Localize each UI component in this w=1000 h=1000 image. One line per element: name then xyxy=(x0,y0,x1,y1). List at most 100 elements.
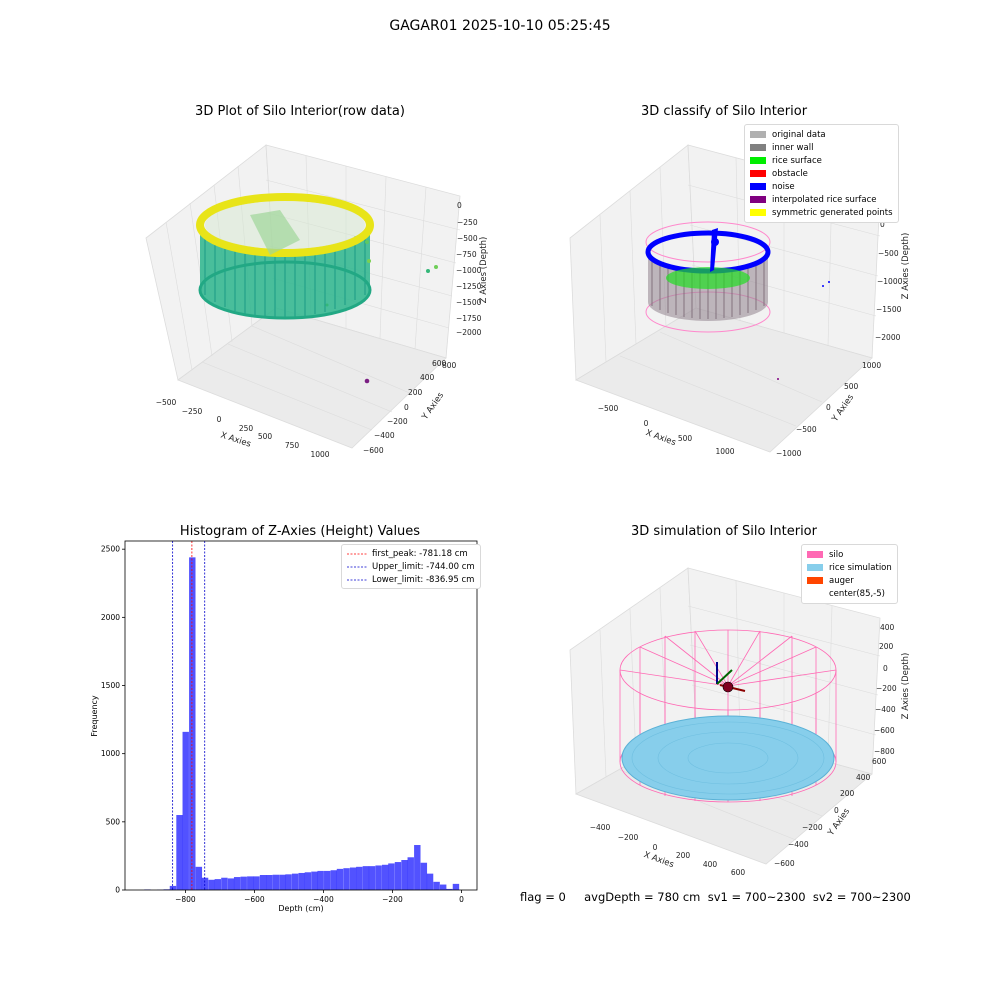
histogram-bar xyxy=(176,815,183,890)
legend-item: interpolated rice surface xyxy=(750,193,893,206)
histogram-bar xyxy=(394,862,402,890)
legend-swatch xyxy=(750,170,766,177)
histogram-bar xyxy=(291,873,299,890)
classify-z-ticks: 0 −500 −1000 −1500 −2000 xyxy=(875,220,903,342)
legend-item: center(85,-5) xyxy=(807,587,892,600)
sim-ztick: 400 xyxy=(880,623,895,632)
raw-xtick: 500 xyxy=(258,432,273,441)
histogram-bar xyxy=(368,866,376,890)
raw-xtick: 250 xyxy=(239,424,254,433)
histogram-x-ticks: −800 −600 −400 −200 0 xyxy=(175,890,464,904)
sim-xtick: 600 xyxy=(731,868,746,877)
histogram-bar xyxy=(182,731,189,890)
histogram-xtick-label: −800 xyxy=(175,895,196,904)
histogram-bar xyxy=(247,876,254,890)
histogram-xtick-label: −600 xyxy=(244,895,265,904)
histogram-bar xyxy=(240,876,247,890)
histogram-legend: first_peak: -781.18 cm Upper_limit: -744… xyxy=(341,544,481,589)
histogram-bar xyxy=(349,867,357,890)
raw-ztick: −1250 xyxy=(456,282,482,291)
histogram-bar xyxy=(208,879,215,890)
histogram-bar xyxy=(375,865,382,890)
sim-xtick: 400 xyxy=(703,860,718,869)
legend-swatch xyxy=(750,157,766,164)
legend-item: auger xyxy=(807,574,892,587)
classify-y-label: Y Axies xyxy=(830,392,857,424)
classify-x-ticks: −500 0 500 1000 xyxy=(598,404,735,456)
raw-ztick: 0 xyxy=(457,201,462,210)
raw-ztick: −1750 xyxy=(456,314,482,323)
sim-panel-title: 3D simulation of Silo Interior xyxy=(631,524,817,539)
raw-ztick: −1000 xyxy=(456,266,482,275)
raw-ztick: −250 xyxy=(457,218,478,227)
histogram-bar xyxy=(452,883,460,890)
raw-ytick: 0 xyxy=(404,403,409,412)
histogram-bar xyxy=(433,881,440,890)
classify-z-label: Z Axies (Depth) xyxy=(901,233,911,300)
raw-y-label: Y Axies xyxy=(420,390,447,422)
sim-ztick: 0 xyxy=(883,664,888,673)
histogram-bar xyxy=(330,870,337,890)
raw-floor-pane xyxy=(177,307,447,449)
classify-ytick: −1000 xyxy=(776,449,802,458)
histogram-ytick-label: 1500 xyxy=(101,681,120,690)
raw-ytick: −200 xyxy=(387,417,408,426)
histogram-xtick-label: −400 xyxy=(313,895,334,904)
raw-xtick: 0 xyxy=(217,415,222,424)
sim-xtick: −400 xyxy=(590,823,611,832)
histogram-bar xyxy=(407,857,414,890)
histogram-bar xyxy=(227,878,235,890)
raw-xtick: −250 xyxy=(182,407,203,416)
sim-z-label: Z Axies (Depth) xyxy=(901,653,911,720)
histogram-bar xyxy=(388,863,395,890)
sim-xtick: 200 xyxy=(676,851,691,860)
histogram-frame xyxy=(124,540,478,891)
histogram-xtick-label: −200 xyxy=(382,895,403,904)
sim-y-ticks: −600 −400 −200 0 200 400 600 xyxy=(774,757,887,868)
raw-ytick: −600 xyxy=(363,446,384,455)
raw-ztick: −500 xyxy=(457,234,478,243)
histogram-bar xyxy=(311,871,318,890)
legend-item: symmetric generated points xyxy=(750,206,893,219)
histogram-title: Histogram of Z-Axies (Height) Values xyxy=(179,524,421,539)
raw-ztick: −750 xyxy=(456,250,477,259)
legend-item: rice surface xyxy=(750,154,893,167)
raw-panel-title: 3D Plot of Silo Interior(row data) xyxy=(195,104,405,119)
histogram-bar xyxy=(446,888,453,890)
histogram-bar xyxy=(324,870,331,890)
classify-panel-title: 3D classify of Silo Interior xyxy=(640,104,808,119)
legend-swatch xyxy=(750,209,766,216)
legend-swatch xyxy=(807,590,823,597)
histogram-y-label: Frequency xyxy=(90,695,99,737)
classify-x-label: X Axies xyxy=(644,428,677,448)
raw-xtick: 1000 xyxy=(310,450,329,459)
histogram-bar xyxy=(401,860,408,890)
classify-noise-points xyxy=(777,281,830,380)
raw-y-ticks: −600 −400 −200 0 200 400 600 800 xyxy=(363,359,457,455)
histogram-bar xyxy=(439,884,447,890)
sim-ytick: −200 xyxy=(802,823,823,832)
classify-xtick: 0 xyxy=(644,419,649,428)
classify-ytick: 1000 xyxy=(862,361,881,370)
sim-x-ticks: −400 −200 0 200 400 600 xyxy=(590,823,746,877)
legend-item: obstacle xyxy=(750,167,893,180)
raw-z-ticks: 0 −250 −500 −750 −1000 −1250 −1500 −1750… xyxy=(456,201,482,337)
histogram-ytick-label: 2000 xyxy=(101,613,120,622)
raw-xtick: −500 xyxy=(156,398,177,407)
histogram-ytick-label: 1000 xyxy=(101,749,120,758)
legend-swatch xyxy=(807,577,823,584)
histogram-bar xyxy=(317,870,324,890)
histogram-bar xyxy=(221,877,228,890)
legend-item: Lower_limit: -836.95 cm xyxy=(347,574,475,585)
histogram-bar xyxy=(285,874,292,890)
histogram-chart: −800 −600 −400 −200 0 0 500 1000 1500 2000 2500 D… xyxy=(90,540,478,913)
status-footer: flag = 0 avgDepth = 780 cm sv1 = 700~230… xyxy=(520,890,911,904)
histogram-bar xyxy=(343,868,350,890)
histogram-bar xyxy=(420,862,428,890)
classify-silo xyxy=(645,221,771,333)
classify-ztick: −1500 xyxy=(876,305,902,314)
histogram-vlines xyxy=(172,541,206,890)
histogram-ytick-label: 2500 xyxy=(101,545,120,554)
histogram-bar xyxy=(336,868,344,890)
histogram-bar xyxy=(414,845,421,890)
